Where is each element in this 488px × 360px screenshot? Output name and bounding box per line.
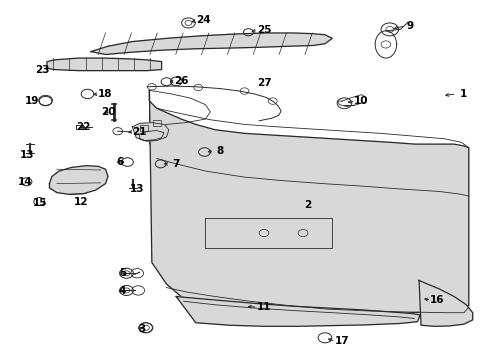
Text: 17: 17: [334, 336, 348, 346]
Polygon shape: [149, 90, 468, 316]
Text: 2: 2: [304, 200, 311, 210]
Text: 13: 13: [130, 184, 144, 194]
Text: 3: 3: [138, 324, 145, 334]
Text: 8: 8: [216, 146, 224, 156]
Text: 1: 1: [459, 89, 467, 99]
Text: 4: 4: [119, 286, 126, 296]
Text: 27: 27: [256, 78, 271, 88]
Text: 21: 21: [132, 127, 146, 136]
Text: 16: 16: [429, 295, 444, 305]
Text: 19: 19: [25, 96, 40, 106]
Text: 10: 10: [353, 96, 368, 106]
Polygon shape: [49, 166, 108, 194]
Text: 5: 5: [119, 268, 126, 278]
Text: 24: 24: [195, 15, 210, 26]
Text: 15: 15: [32, 198, 47, 208]
Polygon shape: [47, 58, 161, 71]
Text: 23: 23: [35, 64, 49, 75]
Text: 11: 11: [256, 302, 271, 312]
Text: 14: 14: [18, 177, 32, 187]
Bar: [76, 125, 83, 129]
Polygon shape: [91, 33, 331, 54]
Text: 18: 18: [98, 89, 113, 99]
Text: 7: 7: [172, 159, 180, 169]
Text: 9: 9: [406, 21, 413, 31]
Bar: [153, 121, 160, 126]
Text: 26: 26: [174, 76, 188, 86]
Text: 25: 25: [256, 25, 271, 35]
Polygon shape: [336, 95, 366, 107]
Text: 6: 6: [116, 157, 123, 167]
Polygon shape: [418, 280, 472, 326]
Polygon shape: [132, 123, 168, 141]
Text: 20: 20: [101, 107, 115, 117]
Text: 22: 22: [76, 122, 91, 132]
Bar: [140, 125, 148, 131]
Polygon shape: [176, 297, 419, 326]
Text: 13: 13: [20, 150, 35, 160]
Text: 12: 12: [74, 197, 88, 207]
